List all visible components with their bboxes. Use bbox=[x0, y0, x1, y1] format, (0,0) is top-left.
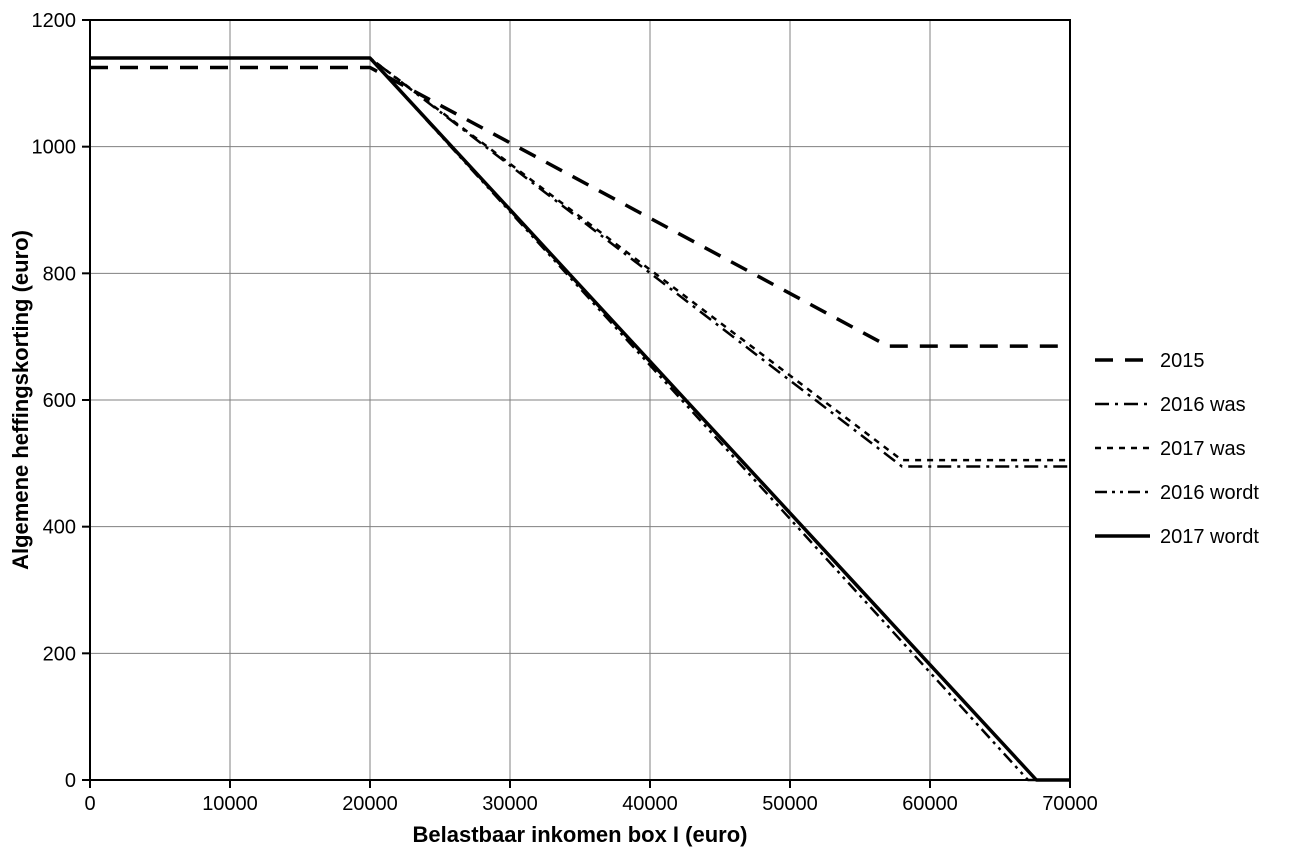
legend-label: 2017 was bbox=[1160, 438, 1246, 460]
y-axis-label: Algemene heffingskorting (euro) bbox=[8, 230, 33, 570]
y-tick-label: 0 bbox=[65, 770, 76, 792]
x-tick-label: 40000 bbox=[622, 793, 678, 815]
chart-container: 0 10000 20000 30000 40000 50000 60000 70000 0 200… bbox=[0, 0, 1299, 866]
y-tick-label: 200 bbox=[43, 643, 76, 665]
y-tick-label: 1200 bbox=[32, 10, 77, 32]
legend-label: 2017 wordt bbox=[1160, 526, 1259, 548]
y-tick-label: 1000 bbox=[32, 137, 77, 159]
x-tick-label: 50000 bbox=[762, 793, 818, 815]
line-chart: 0 10000 20000 30000 40000 50000 60000 70000 0 200… bbox=[0, 0, 1299, 866]
x-axis-label: Belastbaar inkomen box I (euro) bbox=[413, 822, 748, 847]
x-tick-label: 30000 bbox=[482, 793, 538, 815]
x-tick-label: 60000 bbox=[902, 793, 958, 815]
legend-label: 2016 wordt bbox=[1160, 482, 1259, 504]
x-tick-label: 10000 bbox=[202, 793, 258, 815]
x-tick-label: 20000 bbox=[342, 793, 398, 815]
x-tick-label: 70000 bbox=[1042, 793, 1098, 815]
y-tick-label: 800 bbox=[43, 263, 76, 285]
y-tick-label: 400 bbox=[43, 517, 76, 539]
legend-label: 2016 was bbox=[1160, 394, 1246, 416]
y-tick-label: 600 bbox=[43, 390, 76, 412]
legend-label: 2015 bbox=[1160, 350, 1205, 372]
x-tick-label: 0 bbox=[84, 793, 95, 815]
